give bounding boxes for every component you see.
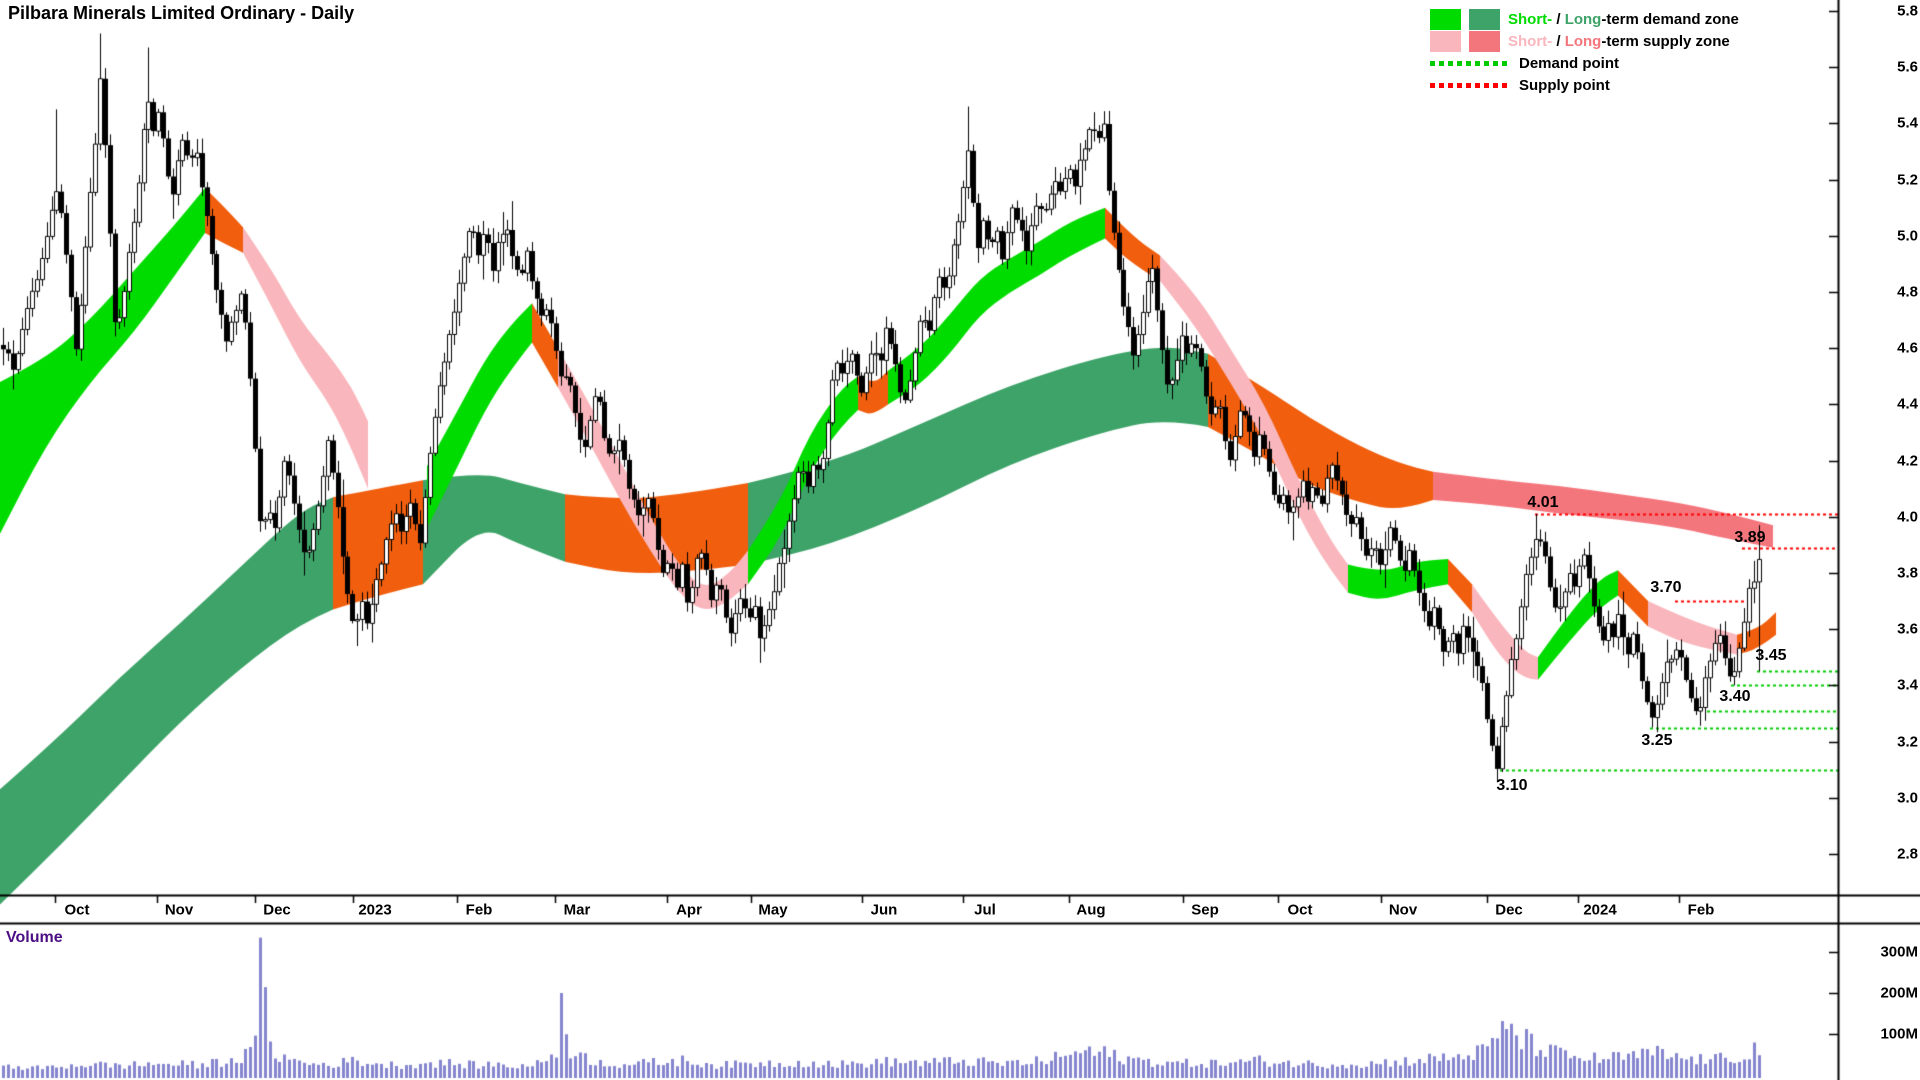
- month-axis-label: Jun: [870, 901, 898, 919]
- month-axis-label: Feb: [465, 901, 493, 919]
- price-axis-label: 4.2: [1897, 452, 1918, 470]
- price-axis-label: 4.8: [1897, 283, 1918, 301]
- legend-demand-zone-label: Short- / Long-term demand zone: [1508, 10, 1739, 28]
- price-axis-label: 4.4: [1897, 395, 1918, 413]
- demand-point-label: 3.10: [1496, 777, 1528, 794]
- month-axis-label: Nov: [1388, 901, 1418, 919]
- month-axis-label: Dec: [1495, 901, 1523, 919]
- legend-supply-point-label: Supply point: [1519, 76, 1610, 94]
- legend-row-demand-zone: Short- / Long-term demand zone: [1430, 8, 1739, 30]
- month-axis-label: Jul: [974, 901, 996, 919]
- legend-supply-zone-label: Short- / Long-term supply zone: [1508, 32, 1730, 50]
- legend: Short- / Long-term demand zone Short- / …: [1430, 8, 1739, 96]
- legend-row-supply-zone: Short- / Long-term supply zone: [1430, 30, 1739, 52]
- volume-axis-label: 300M: [1880, 943, 1918, 961]
- demand-point-line-swatch: [1430, 60, 1508, 66]
- volume-axis-label: 200M: [1880, 984, 1918, 1002]
- month-axis-label: Dec: [263, 901, 291, 919]
- short-term-supply-zone-swatch: [1430, 30, 1461, 52]
- legend-row-demand-point: Demand point: [1430, 52, 1739, 74]
- price-axis-label: 2.8: [1897, 845, 1918, 863]
- demand-point-label: 3.25: [1641, 732, 1673, 749]
- long-term-demand-zone-swatch: [1469, 8, 1500, 30]
- price-axis-label: 5.0: [1897, 227, 1918, 245]
- chart-title: Pilbara Minerals Limited Ordinary - Dail…: [8, 3, 355, 23]
- supply-point-label: 3.70: [1650, 579, 1682, 596]
- short-term-demand-zone-swatch: [1430, 8, 1461, 30]
- demand-point-label: 3.40: [1719, 688, 1751, 705]
- supply-point-label: 3.89: [1734, 529, 1766, 546]
- price-axis-label: 5.8: [1897, 2, 1918, 20]
- month-axis-label: Oct: [1287, 901, 1313, 919]
- price-axis-label: 5.2: [1897, 171, 1918, 189]
- month-axis-label: May: [758, 901, 788, 919]
- legend-demand-point-label: Demand point: [1519, 54, 1619, 72]
- price-axis-label: 3.4: [1897, 676, 1918, 694]
- price-axis-label: 3.2: [1897, 733, 1918, 751]
- price-axis-label: 3.0: [1897, 789, 1918, 807]
- demand-point-label: 3.45: [1755, 647, 1787, 664]
- month-axis-label: Aug: [1076, 901, 1106, 919]
- volume-axis-label: 100M: [1880, 1025, 1918, 1043]
- legend-row-supply-point: Supply point: [1430, 74, 1739, 96]
- volume-pane-title: Volume: [6, 929, 63, 946]
- price-axis-label: 3.8: [1897, 564, 1918, 582]
- month-axis-label: 2024: [1583, 901, 1617, 919]
- month-axis-label: Apr: [676, 901, 702, 919]
- price-axis-label: 5.4: [1897, 114, 1918, 132]
- price-axis-label: 3.6: [1897, 620, 1918, 638]
- month-axis-label: Nov: [164, 901, 194, 919]
- month-axis-label: Feb: [1687, 901, 1715, 919]
- supply-point-label: 4.01: [1527, 494, 1559, 511]
- month-axis-label: Mar: [563, 901, 591, 919]
- supply-point-line-swatch: [1430, 82, 1508, 88]
- price-axis-label: 4.0: [1897, 508, 1918, 526]
- long-term-supply-zone-swatch: [1469, 30, 1500, 52]
- month-axis-label: Oct: [64, 901, 90, 919]
- month-axis-label: 2023: [358, 901, 392, 919]
- price-axis-label: 4.6: [1897, 339, 1918, 357]
- month-axis-label: Sep: [1191, 901, 1219, 919]
- price-axis-label: 5.6: [1897, 58, 1918, 76]
